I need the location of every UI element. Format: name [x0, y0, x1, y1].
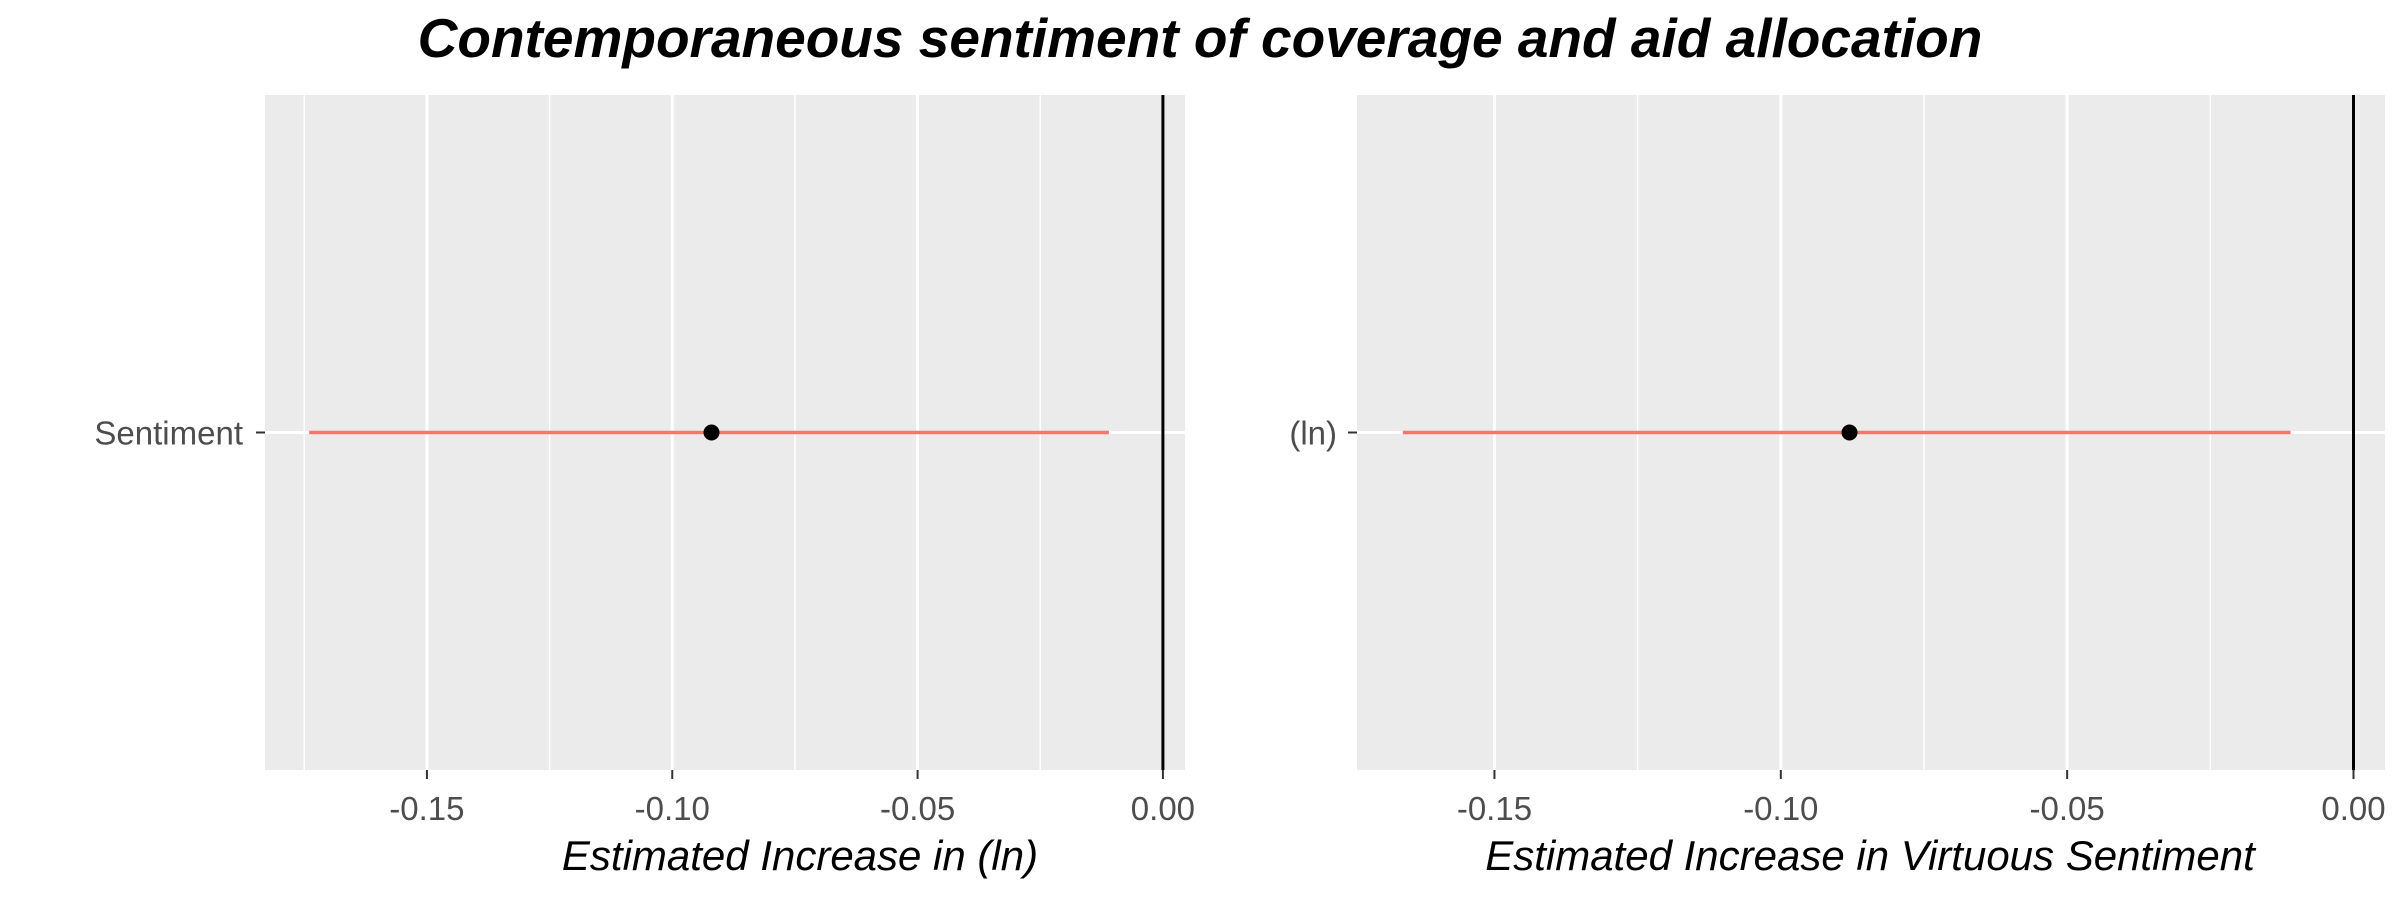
x-tick-label: -0.10	[1743, 790, 1818, 827]
x-tick-label: -0.05	[880, 790, 955, 827]
point-estimate	[1841, 424, 1858, 441]
right-panel: -0.15 -0.10 -0.05 0.00 (ln) Estimated Increas…	[1289, 95, 2386, 879]
x-tick-label: -0.10	[635, 790, 710, 827]
x-tick-label: -0.15	[1457, 790, 1532, 827]
x-tick-label: -0.15	[389, 790, 464, 827]
x-tick-label: 0.00	[2321, 790, 2385, 827]
y-category-label: (ln)	[1289, 415, 1337, 452]
x-axis-title: Estimated Increase in (ln)	[562, 832, 1038, 879]
x-axis-title: Estimated Increase in Virtuous Sentiment	[1485, 832, 2257, 879]
x-tick-label: -0.05	[2030, 790, 2105, 827]
chart-title: Contemporaneous sentiment of coverage an…	[417, 7, 1983, 69]
y-category-label: Sentiment	[94, 415, 243, 452]
point-estimate	[703, 424, 720, 441]
x-tick-label: 0.00	[1131, 790, 1195, 827]
left-panel: -0.15 -0.10 -0.05 0.00 Sentiment Estimated In…	[94, 95, 1195, 879]
